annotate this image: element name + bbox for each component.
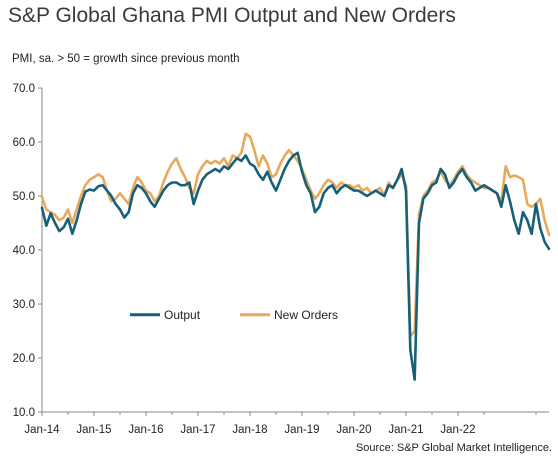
legend-new-orders-label: New Orders <box>274 308 338 322</box>
x-tick-label: Jan-16 <box>128 424 163 436</box>
chart-title: S&P Global Ghana PMI Output and New Orde… <box>8 4 456 27</box>
source-note: Source: S&P Global Market Intelligence. <box>355 442 552 454</box>
x-tick-label: Jan-19 <box>284 424 319 436</box>
x-tick-label: Jan-20 <box>336 424 371 436</box>
x-tick-label: Jan-15 <box>76 424 111 436</box>
y-axis-label: PMI, sa. > 50 = growth since previous mo… <box>12 53 240 65</box>
series-line-output <box>40 151 551 381</box>
y-tick-label: 70.0 <box>13 83 35 95</box>
legend-output-label: Output <box>164 308 201 322</box>
x-tick-label: Jan-17 <box>180 424 215 436</box>
y-tick-label: 30.0 <box>13 299 35 311</box>
y-tick-label: 20.0 <box>13 353 35 365</box>
series-line-new-orders <box>40 132 551 338</box>
y-tick-label: 10.0 <box>13 407 35 419</box>
y-tick-label: 60.0 <box>13 137 35 149</box>
x-tick-label: Jan-22 <box>440 424 475 436</box>
y-tick-label: 40.0 <box>13 245 35 257</box>
x-tick-label: Jan-21 <box>388 424 423 436</box>
y-tick-label: 50.0 <box>13 191 35 203</box>
x-tick-label: Jan-14 <box>24 424 60 436</box>
x-tick-label: Jan-18 <box>232 424 267 436</box>
